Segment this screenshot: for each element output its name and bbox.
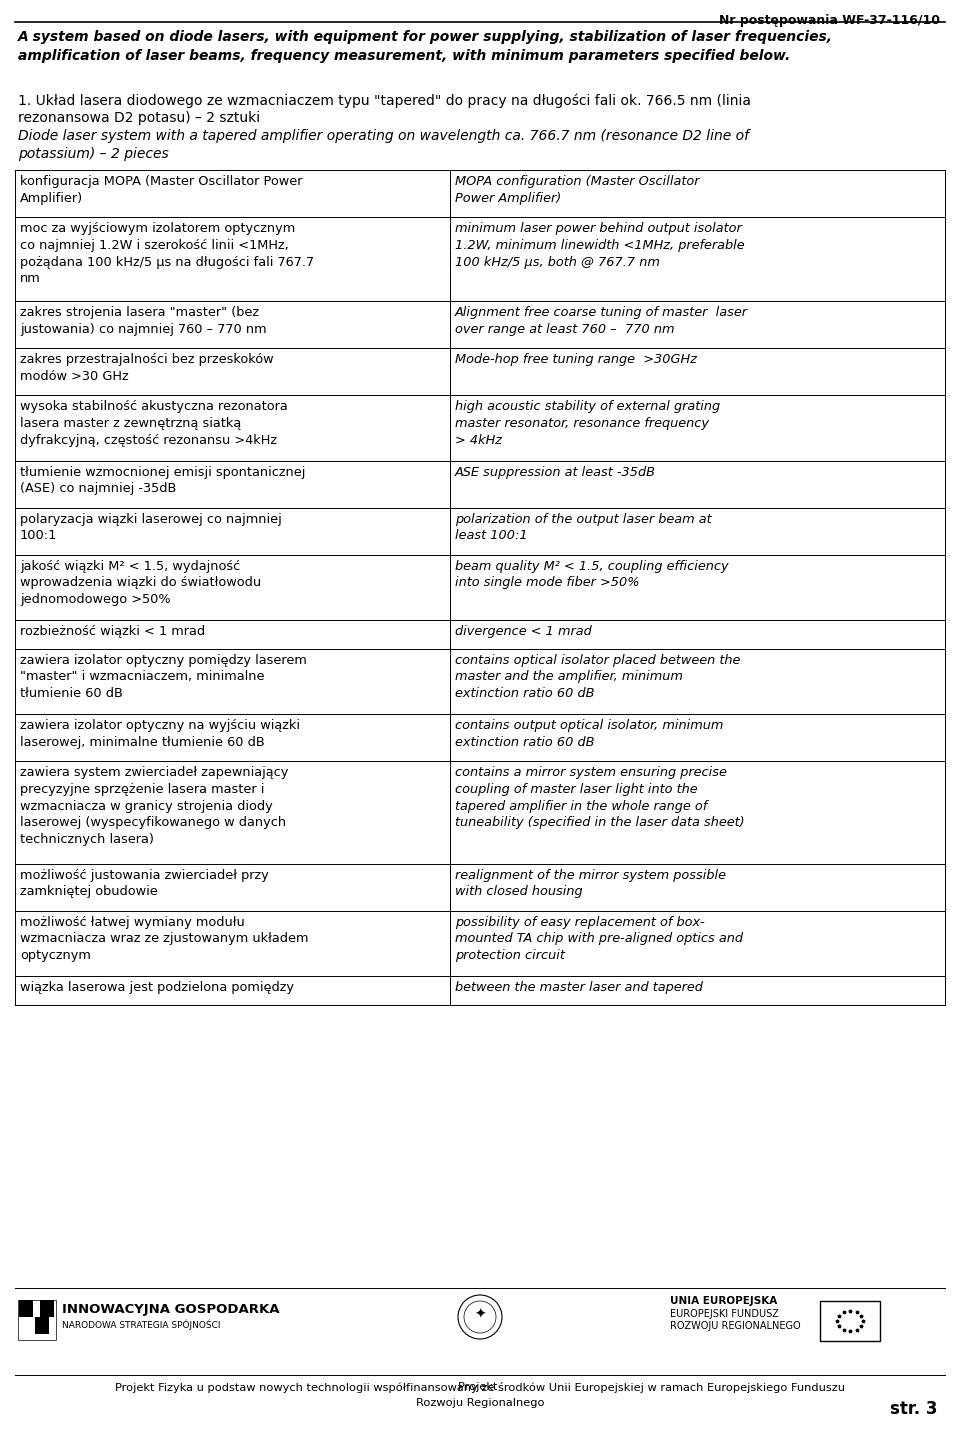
- Text: zawiera system zwierciadeł zapewniający
precyzyjne sprzężenie lasera master i
wz: zawiera system zwierciadeł zapewniający …: [20, 767, 288, 847]
- Text: polaryzacja wiązki laserowej co najmniej
100:1: polaryzacja wiązki laserowej co najmniej…: [20, 513, 281, 542]
- Text: str. 3: str. 3: [891, 1400, 938, 1419]
- Text: moc za wyjściowym izolatorem optycznym
co najmniej 1.2W i szerokość linii <1MHz,: moc za wyjściowym izolatorem optycznym c…: [20, 222, 314, 285]
- Text: INNOWACYJNA GOSPODARKA: INNOWACYJNA GOSPODARKA: [62, 1303, 279, 1315]
- Text: tłumienie wzmocnionej emisji spontanicznej
(ASE) co najmniej -35dB: tłumienie wzmocnionej emisji spontaniczn…: [20, 466, 305, 496]
- Text: beam quality M² < 1.5, coupling efficiency
into single mode fiber >50%: beam quality M² < 1.5, coupling efficien…: [455, 559, 729, 589]
- Bar: [19, 1300, 33, 1317]
- Text: zakres strojenia lasera "master" (bez
justowania) co najmniej 760 – 770 nm: zakres strojenia lasera "master" (bez ju…: [20, 307, 267, 335]
- Text: Projekt Fizyka u podstaw nowych technologii współfinansowany ze środków Unii Eur: Projekt Fizyka u podstaw nowych technolo…: [115, 1381, 845, 1393]
- Text: polarization of the output laser beam at
least 100:1: polarization of the output laser beam at…: [455, 513, 711, 542]
- Text: Mode-hop free tuning range  >30GHz: Mode-hop free tuning range >30GHz: [455, 353, 697, 365]
- Text: A system based on diode lasers, with equipment for power supplying, stabilizatio: A system based on diode lasers, with equ…: [18, 30, 833, 63]
- Text: ROZWOJU REGIONALNEGO: ROZWOJU REGIONALNEGO: [670, 1321, 801, 1331]
- Text: EUROPEJSKI FUNDUSZ: EUROPEJSKI FUNDUSZ: [670, 1308, 779, 1318]
- Text: zakres przestrajalności bez przeskoków
modów >30 GHz: zakres przestrajalności bez przeskoków m…: [20, 353, 274, 383]
- Text: possibility of easy replacement of box-
mounted TA chip with pre-aligned optics : possibility of easy replacement of box- …: [455, 916, 743, 962]
- Text: between the master laser and tapered: between the master laser and tapered: [455, 982, 703, 995]
- Text: zawiera izolator optyczny na wyjściu wiązki
laserowej, minimalne tłumienie 60 dB: zawiera izolator optyczny na wyjściu wią…: [20, 719, 300, 749]
- Text: wiązka laserowa jest podzielona pomiędzy: wiązka laserowa jest podzielona pomiędzy: [20, 982, 294, 995]
- Text: Diode laser system with a tapered amplifier operating on wavelength ca. 766.7 nm: Diode laser system with a tapered amplif…: [18, 129, 749, 143]
- Text: high acoustic stability of external grating
master resonator, resonance frequenc: high acoustic stability of external grat…: [455, 400, 720, 447]
- Text: contains output optical isolator, minimum
extinction ratio 60 dB: contains output optical isolator, minimu…: [455, 719, 724, 749]
- Text: contains a mirror system ensuring precise
coupling of master laser light into th: contains a mirror system ensuring precis…: [455, 767, 745, 830]
- Text: ASE suppression at least -35dB: ASE suppression at least -35dB: [455, 466, 656, 479]
- Text: zawiera izolator optyczny pomiędzy laserem
"master" i wzmacniaczem, minimalne
tł: zawiera izolator optyczny pomiędzy laser…: [20, 653, 307, 701]
- Bar: [35, 1317, 49, 1334]
- Text: divergence < 1 mrad: divergence < 1 mrad: [455, 625, 591, 638]
- Text: realignment of the mirror system possible
with closed housing: realignment of the mirror system possibl…: [455, 868, 726, 898]
- Bar: [18, 1300, 56, 1340]
- Text: wysoka stabilność akustyczna rezonatora
lasera master z zewnętrzną siatką
dyfrak: wysoka stabilność akustyczna rezonatora …: [20, 400, 288, 447]
- Text: rezonansowa D2 potasu) – 2 sztuki: rezonansowa D2 potasu) – 2 sztuki: [18, 110, 260, 125]
- Text: rozbieżność wiązki < 1 mrad: rozbieżność wiązki < 1 mrad: [20, 625, 205, 638]
- Text: 1. Układ lasera diodowego ze wzmacniaczem typu "tapered" do pracy na długości fa: 1. Układ lasera diodowego ze wzmacniacze…: [18, 93, 751, 107]
- Text: Rozwoju Regionalnego: Rozwoju Regionalnego: [416, 1399, 544, 1409]
- Text: Nr postępowania WF-37-116/10: Nr postępowania WF-37-116/10: [719, 14, 940, 27]
- Bar: [40, 1300, 54, 1317]
- Text: ✦: ✦: [474, 1308, 486, 1323]
- Text: Projekt: Projekt: [459, 1381, 501, 1391]
- Text: możliwość justowania zwierciadeł przy
zamkniętej obudowie: możliwość justowania zwierciadeł przy za…: [20, 868, 269, 898]
- Text: konfiguracja MOPA (Master Oscillator Power
Amplifier): konfiguracja MOPA (Master Oscillator Pow…: [20, 175, 302, 205]
- Text: możliwość łatwej wymiany modułu
wzmacniacza wraz ze zjustowanym układem
optyczny: możliwość łatwej wymiany modułu wzmacnia…: [20, 916, 308, 962]
- Text: MOPA configuration (Master Oscillator
Power Amplifier): MOPA configuration (Master Oscillator Po…: [455, 175, 700, 205]
- Text: jakość wiązki M² < 1.5, wydajność
wprowadzenia wiązki do światłowodu
jednomodowe: jakość wiązki M² < 1.5, wydajność wprowa…: [20, 559, 261, 606]
- Text: Alignment free coarse tuning of master  laser
over range at least 760 –  770 nm: Alignment free coarse tuning of master l…: [455, 307, 748, 335]
- Text: UNIA EUROPEJSKA: UNIA EUROPEJSKA: [670, 1295, 778, 1305]
- Text: minimum laser power behind output isolator
1.2W, minimum linewidth <1MHz, prefer: minimum laser power behind output isolat…: [455, 222, 745, 268]
- Text: potassium) – 2 pieces: potassium) – 2 pieces: [18, 148, 169, 160]
- Text: NARODOWA STRATEGIA SPÓJNOŚCI: NARODOWA STRATEGIA SPÓJNOŚCI: [62, 1318, 221, 1330]
- Text: contains optical isolator placed between the
master and the amplifier, minimum
e: contains optical isolator placed between…: [455, 653, 740, 701]
- Bar: [820, 1301, 880, 1341]
